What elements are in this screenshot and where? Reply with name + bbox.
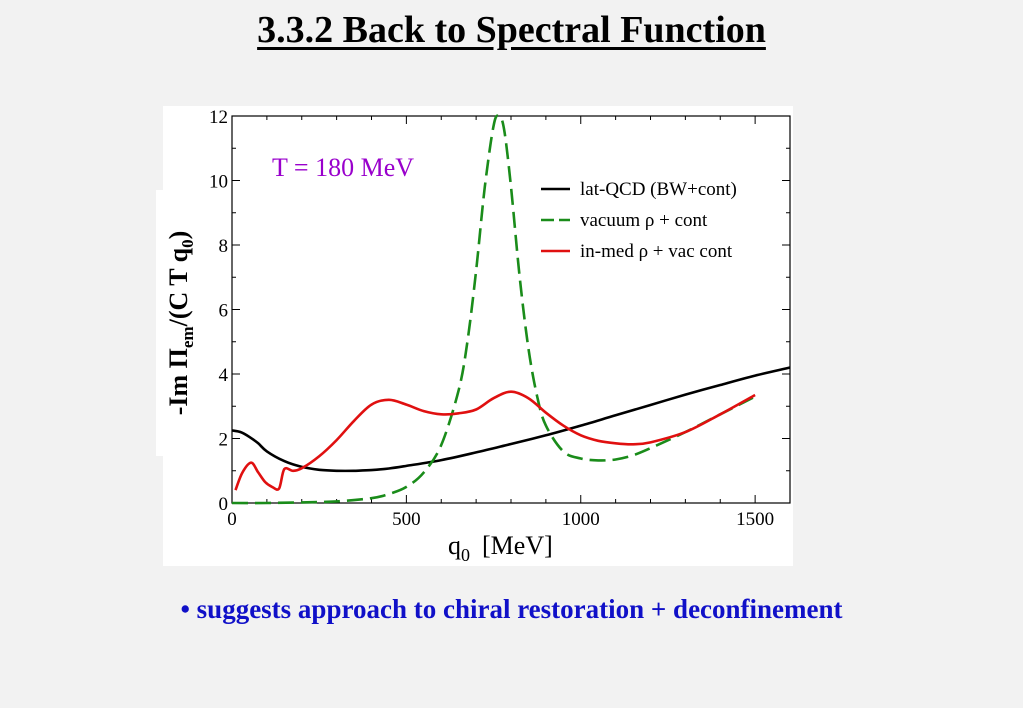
axes: 0 500 1000 1500 0 2 4 6 8 10 12 (209, 107, 791, 530)
x-tick-label: 1000 (562, 509, 600, 530)
series-lines (231, 114, 791, 505)
x-tick-label: 0 (227, 509, 237, 530)
y-axis-label-sub2: 0 (178, 239, 198, 248)
chart-panel (163, 106, 793, 566)
legend-item-lat-qcd-label: lat-QCD (BW+cont) (580, 179, 737, 200)
x-tick-label: 500 (392, 509, 421, 530)
y-tick-label: 4 (219, 365, 229, 386)
y-axis-label-mid: /(C T q (163, 247, 193, 327)
x-axis-label-main: q (448, 531, 461, 560)
y-axis-label: -Im Πem/(C T q0) (164, 231, 198, 416)
legend-item-vacuum-rho-label: vacuum ρ + cont (580, 210, 708, 231)
y-axis-label-sub: em (178, 326, 198, 349)
slide-title: 3.3.2 Back to Spectral Function (257, 9, 766, 51)
ylabel-panel (156, 190, 206, 456)
y-tick-label: 0 (219, 494, 229, 515)
y-axis-label-prefix: -Im Π (163, 348, 193, 416)
y-tick-label: 6 (219, 301, 229, 322)
y-tick-label: 2 (219, 430, 229, 451)
x-axis-label-unit: [MeV] (482, 531, 553, 560)
series-vacuum-rho (231, 114, 756, 505)
series-lat-qcd (231, 366, 791, 473)
y-tick-label: 8 (219, 236, 229, 257)
y-tick-label: 10 (209, 172, 228, 193)
y-axis-label-suffix: ) (163, 230, 193, 240)
legend-item-in-medium-rho-label: in-med ρ + vac cont (580, 241, 733, 262)
series-in-medium-rho (234, 390, 756, 491)
legend: lat-QCD (BW+cont) vacuum ρ + cont in-med ρ… (541, 179, 737, 262)
y-tick-label: 12 (209, 107, 228, 128)
x-axis-label-sub: 0 (461, 545, 470, 565)
x-tick-label: 1500 (736, 509, 774, 530)
bullet-point: • suggests approach to chiral restoratio… (180, 594, 843, 624)
temperature-annotation: T = 180 MeV (272, 153, 414, 182)
x-axis-label: q0 [MeV] (448, 531, 553, 565)
